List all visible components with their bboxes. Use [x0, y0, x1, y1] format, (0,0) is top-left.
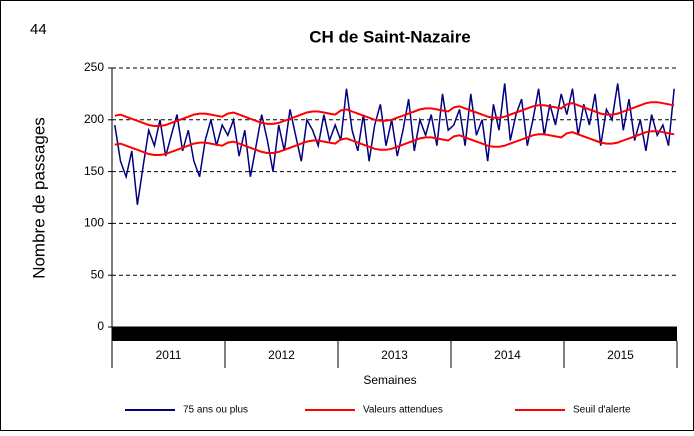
y-tick-label: 250: [84, 60, 104, 74]
y-tick-label: 200: [84, 112, 104, 126]
page-number: 44: [30, 21, 47, 38]
legend-label: Valeurs attendues: [363, 405, 443, 416]
x-tick-label: 2012: [268, 348, 295, 362]
y-axis-label: Nombre de passages: [29, 117, 48, 279]
week-ticks: [112, 327, 677, 341]
x-tick-label: 2013: [381, 348, 408, 362]
y-tick-label: 100: [84, 216, 104, 230]
y-tick-label: 0: [97, 319, 104, 333]
y-tick-label: 150: [84, 164, 104, 178]
legend-label: Seuil d'alerte: [573, 405, 631, 416]
series-line: [114, 130, 675, 156]
chart-title: CH de Saint-Nazaire: [309, 27, 471, 46]
x-tick-label: 2015: [607, 348, 634, 362]
x-tick-label: 2011: [156, 348, 182, 362]
x-tick-label: 2014: [494, 348, 521, 362]
series-line: [114, 83, 675, 205]
series-line: [114, 101, 675, 127]
x-axis-label: Semaines: [363, 373, 416, 387]
legend-label: 75 ans ou plus: [183, 405, 248, 416]
y-tick-label: 50: [91, 267, 105, 281]
